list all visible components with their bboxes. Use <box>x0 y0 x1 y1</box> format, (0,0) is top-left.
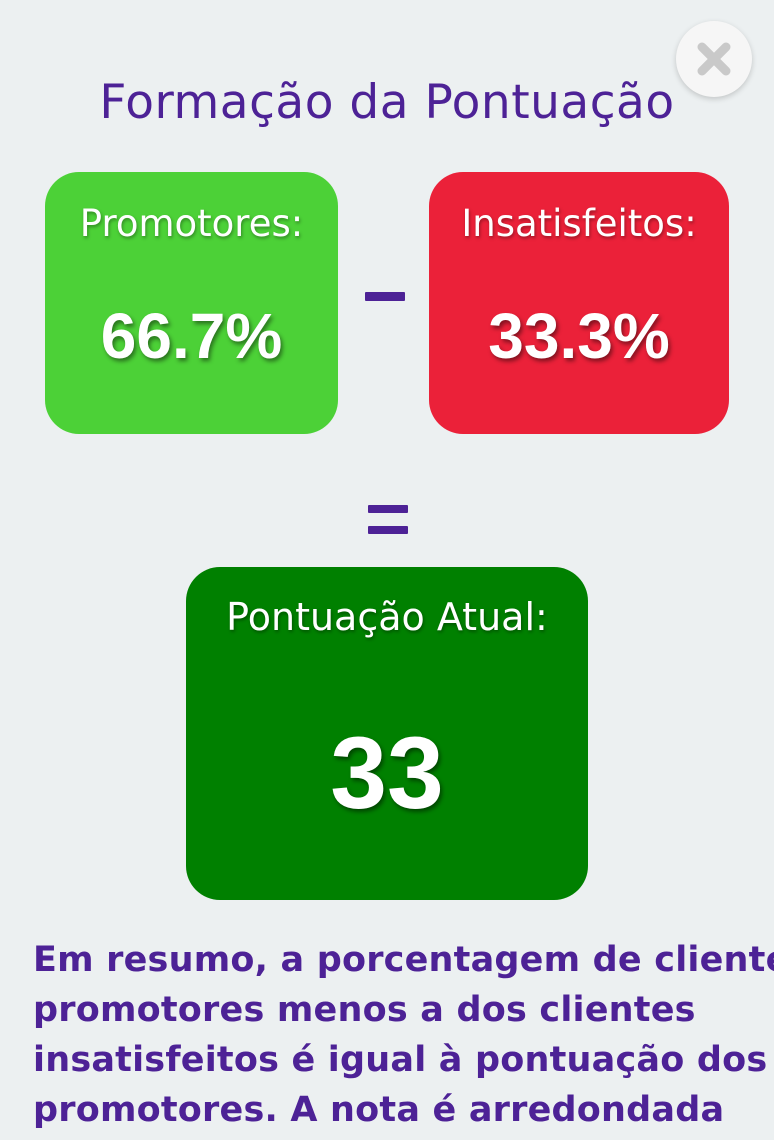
summary-line: Em resumo, a porcentagem de clientes <box>33 940 774 980</box>
equals-operator-top <box>368 505 408 513</box>
current-score-card: Pontuação Atual: 33 <box>186 567 588 900</box>
promoters-value: 66.7% <box>100 300 283 372</box>
page-title: Formação da Pontuação <box>99 75 675 130</box>
minus-operator <box>365 292 405 301</box>
summary-text: Em resumo, a porcentagem de clientes pro… <box>33 935 774 1135</box>
promoters-card: Promotores: 66.7% <box>45 172 338 434</box>
detractors-label: Insatisfeitos: <box>461 202 697 245</box>
promoters-label: Promotores: <box>79 202 304 245</box>
equals-operator-bottom <box>368 526 408 534</box>
summary-line: promotores menos a dos clientes <box>33 990 696 1030</box>
summary-line: promotores. A nota é arredondada <box>33 1090 725 1130</box>
detractors-card: Insatisfeitos: 33.3% <box>429 172 729 434</box>
summary-line: insatisfeitos é igual à pontuação dos <box>33 1040 768 1080</box>
close-button[interactable] <box>676 21 752 97</box>
close-icon <box>697 42 731 76</box>
score-label: Pontuação Atual: <box>226 595 548 639</box>
detractors-value: 33.3% <box>488 300 670 372</box>
score-value: 33 <box>330 716 444 830</box>
